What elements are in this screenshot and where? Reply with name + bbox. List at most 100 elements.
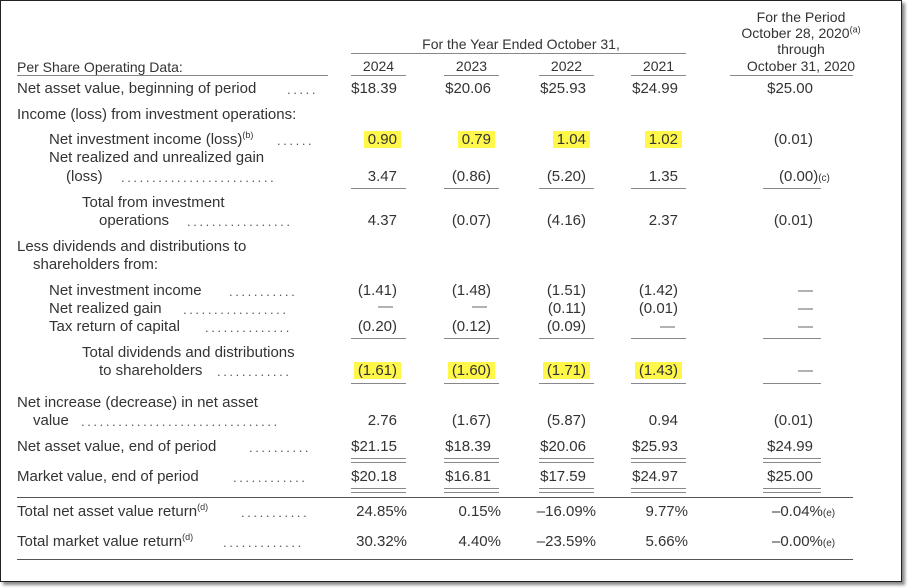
ret-nav-2024: 24.85% (356, 503, 407, 520)
period-header-line-2-text: October 28, 2020 (741, 25, 850, 41)
nav-begin-2020: $25.00 (767, 80, 813, 97)
div-tax-2021: — (660, 318, 675, 335)
nav-end-2022: $20.06 (540, 438, 586, 455)
nii-2024: 0.90 (363, 131, 401, 149)
ret-nav-2023: 0.15% (458, 503, 501, 520)
highlight-total-div-2023: (1.60) (447, 362, 495, 379)
total-div-2020: — (798, 362, 813, 379)
period-header-line-3: through (777, 41, 825, 57)
gain-2020-footnote: (c) (818, 173, 830, 184)
highlight-nii-2022: 1.04 (552, 131, 590, 148)
year-header-2024: 2024 (362, 58, 395, 74)
year-header-2023: 2023 (455, 58, 488, 74)
row-label-ret-nav: Total net asset value return(d) (17, 503, 208, 521)
ret-mkt-2020-footnote: (e) (822, 538, 836, 549)
div-nii-2024: (1.41) (357, 282, 397, 299)
period-header-line-4: October 31, 2020 (746, 58, 856, 74)
ret-nav-2020: –0.04%(e) (772, 503, 835, 523)
row-label-total-div-1: Total dividends and distributions (82, 344, 295, 361)
total-ops-2023: (0.07) (451, 212, 491, 229)
nav-begin-2023: $20.06 (445, 80, 491, 97)
net-change-2020: (0.01) (773, 412, 813, 429)
div-tax-2023: (0.12) (451, 318, 491, 335)
mkt-end-2020: $25.00 (767, 468, 813, 485)
ret-nav-label-text: Total net asset value return (17, 503, 198, 520)
net-change-2023: (1.67) (451, 412, 491, 429)
row-label-net-change-1: Net increase (decrease) in net asset (17, 394, 258, 411)
ret-nav-2020-footnote: (e) (822, 508, 836, 519)
nav-begin-2024: $18.39 (351, 80, 397, 97)
nav-begin-2021: $24.99 (632, 80, 678, 97)
nii-label-text: Net investment income (loss) (49, 131, 243, 148)
ret-mkt-footnote: (d) (182, 532, 194, 542)
ret-mkt-2020: –0.00%(e) (772, 533, 835, 553)
period-header-line-1: For the Period (756, 9, 846, 25)
ret-nav-footnote: (d) (197, 502, 209, 512)
div-tax-2024: (0.20) (357, 318, 397, 335)
nav-end-2020: $24.99 (767, 438, 813, 455)
total-ops-2022: (4.16) (546, 212, 586, 229)
ret-mkt-label-text: Total market value return (17, 533, 183, 550)
highlight-total-div-2021: (1.43) (634, 362, 682, 379)
nav-end-2023: $18.39 (445, 438, 491, 455)
net-change-2022: (5.87) (546, 412, 586, 429)
gain-2023: (0.86) (451, 168, 491, 185)
gain-2020: (0.00)(c) (779, 168, 830, 188)
total-div-2021: (1.43) (634, 362, 682, 380)
row-label-div-gain: Net realized gain (49, 300, 162, 317)
div-tax-2020: — (798, 318, 813, 335)
ret-nav-2021: 9.77% (645, 503, 688, 520)
year-header-2021: 2021 (642, 58, 675, 74)
row-label-mkt-end: Market value, end of period (17, 468, 199, 485)
gain-2024: 3.47 (367, 168, 397, 185)
period-header-line-2: October 28, 2020(a) (716, 25, 886, 41)
row-label-income-head: Income (loss) from investment operations… (17, 106, 297, 123)
net-change-2024: 2.76 (367, 412, 397, 429)
row-label-div-tax: Tax return of capital (49, 318, 180, 335)
highlight-total-div-2024: (1.61) (353, 362, 401, 379)
ret-nav-2022: –16.09% (536, 503, 596, 520)
ret-mkt-2022: –23.59% (536, 533, 596, 550)
gain-2022: (5.20) (546, 168, 586, 185)
mkt-end-2022: $17.59 (540, 468, 586, 485)
row-label-gain-2: (loss) (66, 168, 103, 185)
net-change-2021: 0.94 (648, 412, 678, 429)
row-label-ret-mkt: Total market value return(d) (17, 533, 193, 551)
year-group-header: For the Year Ended October 31, (422, 36, 620, 52)
total-div-2024: (1.61) (353, 362, 401, 380)
div-gain-2024: — (378, 298, 393, 315)
section-title: Per Share Operating Data: (17, 59, 183, 75)
div-nii-2021: (1.42) (638, 282, 678, 299)
row-label-total-ops-1: Total from investment (82, 194, 225, 211)
ret-mkt-2021: 5.66% (645, 533, 688, 550)
row-label-less-head-2: shareholders from: (33, 256, 159, 273)
total-ops-2021: 2.37 (648, 212, 678, 229)
ret-nav-2020-value: –0.04% (772, 503, 823, 520)
ret-mkt-2020-value: –0.00% (772, 533, 823, 550)
row-label-nii: Net investment income (loss)(b) (49, 131, 253, 149)
highlight-nii-2024: 0.90 (363, 131, 401, 148)
mkt-end-2021: $24.97 (632, 468, 678, 485)
nii-footnote: (b) (242, 130, 254, 140)
div-tax-2022: (0.09) (546, 318, 586, 335)
row-label-net-change-2: value (33, 412, 69, 429)
div-gain-2022: (0.11) (547, 300, 586, 317)
row-label-nav-end: Net asset value, end of period (17, 438, 217, 455)
nii-2022: 1.04 (552, 131, 590, 149)
row-label-div-nii: Net investment income (49, 282, 202, 299)
nav-end-2021: $25.93 (632, 438, 678, 455)
nav-end-2024: $21.15 (351, 438, 397, 455)
ret-mkt-2024: 30.32% (356, 533, 407, 550)
row-label-nav-begin: Net asset value, beginning of period (17, 80, 257, 97)
period-header-footnote: (a) (849, 24, 861, 35)
highlight-nii-2023: 0.79 (457, 131, 495, 148)
div-gain-2020: — (798, 300, 813, 317)
gain-2020-value: (0.00) (779, 168, 819, 185)
row-label-total-ops-2: operations (99, 212, 170, 229)
row-label-gain-1: Net realized and unrealized gain (49, 149, 265, 166)
mkt-end-2024: $20.18 (351, 468, 397, 485)
div-gain-2023: — (472, 298, 487, 315)
ret-mkt-2023: 4.40% (458, 533, 501, 550)
total-div-2023: (1.60) (447, 362, 495, 380)
div-nii-2020: — (798, 282, 813, 299)
